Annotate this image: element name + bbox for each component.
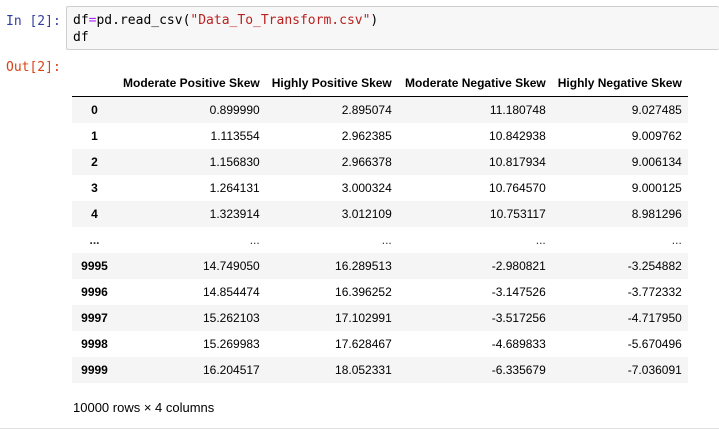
- table-cell: 9.027485: [631, 103, 682, 117]
- table-cell: 16.396252: [335, 285, 392, 299]
- table-cell: 2.895074: [341, 103, 392, 117]
- table-row: 3 1.264131 3.000324 10.764570 9.000125: [72, 175, 688, 201]
- table-header-row: Moderate Positive Skew Highly Positive S…: [72, 70, 688, 97]
- table-cell: 17.628467: [335, 337, 392, 351]
- table-cell: -3.517256: [491, 311, 546, 325]
- table-cell: 15.262103: [202, 311, 260, 325]
- table-cell: 9.006134: [631, 155, 682, 169]
- row-index: 9997: [81, 311, 108, 325]
- table-row: 0 0.899990 2.895074 11.180748 9.027485: [72, 96, 688, 123]
- row-index: 9995: [81, 259, 108, 273]
- table-cell: 2.962385: [341, 129, 392, 143]
- table-cell: 0.899990: [209, 103, 260, 117]
- table-cell: 15.269983: [202, 337, 260, 351]
- table-cell: 10.753117: [489, 207, 546, 221]
- table-cell: ...: [535, 233, 546, 247]
- table-cell: 1.264131: [209, 181, 260, 195]
- table-cell: -4.689833: [491, 337, 546, 351]
- table-cell: ...: [249, 233, 260, 247]
- table-cell: -3.254882: [627, 259, 682, 273]
- table-cell: 9.000125: [631, 181, 682, 195]
- table-cell: 8.981296: [631, 207, 682, 221]
- code-operator: =: [88, 13, 97, 28]
- dataframe-table: Moderate Positive Skew Highly Positive S…: [72, 70, 688, 383]
- row-index: 9999: [81, 363, 108, 377]
- row-index: ...: [89, 233, 100, 247]
- code-string: "Data_To_Transform.csv": [190, 13, 371, 28]
- table-row: 2 1.156830 2.966378 10.817934 9.006134: [72, 149, 688, 175]
- table-cell: -3.772332: [627, 285, 682, 299]
- column-header: Highly Negative Skew: [551, 70, 688, 97]
- dataframe-shape-summary: 10000 rows × 4 columns: [73, 400, 215, 415]
- row-index: 0: [91, 103, 98, 117]
- table-cell: 10.817934: [489, 155, 546, 169]
- table-cell: ...: [381, 233, 392, 247]
- table-row: 9999 16.204517 18.052331 -6.335679 -7.036091: [72, 357, 688, 383]
- column-header: Moderate Negative Skew: [397, 70, 552, 97]
- output-prompt: Out[2]:: [6, 60, 61, 75]
- row-index: 9996: [81, 285, 108, 299]
- table-cell: -7.036091: [627, 363, 682, 377]
- table-cell: 16.289513: [335, 259, 392, 273]
- code-close: ): [370, 13, 379, 28]
- code-call: pd.read_csv(: [96, 13, 191, 28]
- table-cell: 16.204517: [202, 363, 260, 377]
- table-cell: -2.980821: [491, 259, 546, 273]
- table-cell: 17.102991: [335, 311, 392, 325]
- table-cell: 10.764570: [489, 181, 546, 195]
- column-header: Highly Positive Skew: [265, 70, 398, 97]
- row-index: 3: [91, 181, 98, 195]
- table-row: 9997 15.262103 17.102991 -3.517256 -4.717950: [72, 305, 688, 331]
- table-cell: 18.052331: [335, 363, 392, 377]
- table-row: 9996 14.854474 16.396252 -3.147526 -3.772332: [72, 279, 688, 305]
- table-row: 4 1.323914 3.012109 10.753117 8.981296: [72, 201, 688, 227]
- table-cell: -5.670496: [627, 337, 682, 351]
- table-cell: 2.966378: [341, 155, 392, 169]
- table-cell: 1.156830: [209, 155, 260, 169]
- column-header: Moderate Positive Skew: [117, 70, 266, 97]
- row-index: 9998: [81, 337, 108, 351]
- table-cell: -4.717950: [627, 311, 682, 325]
- code-line-1: df=pd.read_csv("Data_To_Transform.csv"): [73, 13, 378, 28]
- table-row: ...............: [72, 227, 688, 253]
- table-cell: 11.180748: [489, 103, 546, 117]
- table-cell: 9.009762: [631, 129, 682, 143]
- table-cell: 1.323914: [209, 207, 260, 221]
- input-prompt: In [2]:: [6, 14, 61, 29]
- table-cell: 14.854474: [202, 285, 260, 299]
- table-row: 1 1.113554 2.962385 10.842938 9.009762: [72, 123, 688, 149]
- row-index: 4: [91, 207, 98, 221]
- table-cell: -3.147526: [491, 285, 546, 299]
- table-row: 9995 14.749050 16.289513 -2.980821 -3.254882: [72, 253, 688, 279]
- code-cell-editor[interactable]: df=pd.read_csv("Data_To_Transform.csv") …: [66, 6, 719, 50]
- table-cell: 3.012109: [341, 207, 392, 221]
- table-cell: -6.335679: [491, 363, 546, 377]
- code-var: df: [73, 13, 89, 28]
- code-line-2: df: [73, 30, 89, 45]
- table-cell: 14.749050: [202, 259, 260, 273]
- table-row: 9998 15.269983 17.628467 -4.689833 -5.670496: [72, 331, 688, 357]
- table-cell: ...: [671, 233, 682, 247]
- table-cell: 10.842938: [489, 129, 546, 143]
- table-cell: 3.000324: [341, 181, 392, 195]
- table-cell: 1.113554: [210, 129, 260, 143]
- row-index: 1: [91, 129, 98, 143]
- row-index: 2: [91, 155, 98, 169]
- index-header: [72, 70, 117, 97]
